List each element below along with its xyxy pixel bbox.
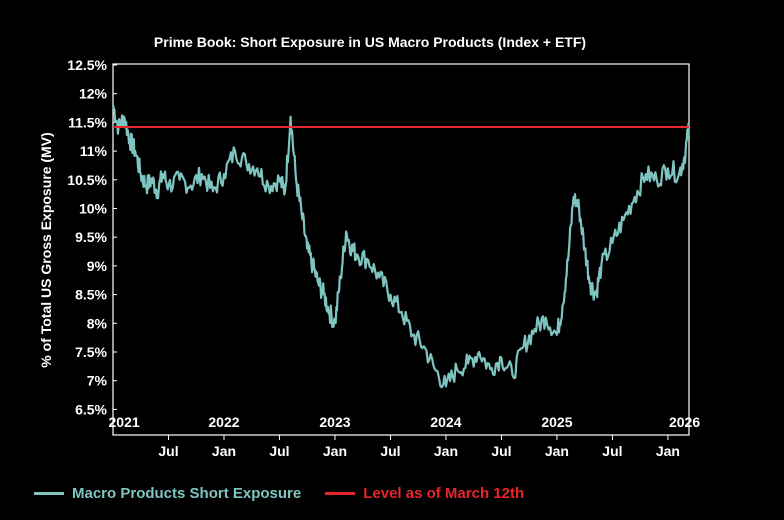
x-year-label: 2024: [430, 414, 461, 430]
plot-frame: [112, 63, 690, 436]
x-month-label: Jan: [212, 443, 236, 459]
x-month-label: Jul: [158, 443, 178, 459]
chart-title: Prime Book: Short Exposure in US Macro P…: [154, 34, 586, 50]
x-year-label: 2022: [208, 414, 239, 430]
legend-item-short-exposure: Macro Products Short Exposure: [34, 485, 301, 502]
y-tick-label: 8%: [87, 315, 108, 331]
y-tick-label: 9.5%: [75, 229, 107, 245]
y-tick-label: 12.5%: [67, 57, 107, 73]
y-tick-label: 10.5%: [67, 172, 107, 188]
series-line-short-exposure: [111, 104, 691, 389]
y-tick-label: 10%: [79, 201, 108, 217]
legend: Macro Products Short Exposure Level as o…: [34, 485, 524, 502]
y-tick-label: 6.5%: [75, 401, 107, 417]
x-month-label: Jan: [545, 443, 569, 459]
x-month-label: Jan: [323, 443, 347, 459]
x-month-label: Jul: [380, 443, 400, 459]
legend-swatch-short-exposure: [34, 492, 64, 495]
legend-item-level-march: Level as of March 12th: [325, 485, 524, 502]
x-month-label: Jan: [434, 443, 458, 459]
x-year-label: 2026: [669, 414, 700, 430]
plot-area: 12.5% 12% 11.5% 11% 10.5% 10% 9.5% 9% 8.5% 8% 7.5%…: [67, 57, 700, 459]
y-tick-label: 11.5%: [68, 114, 107, 130]
legend-label-level-march: Level as of March 12th: [363, 485, 525, 502]
x-month-label: Jul: [269, 443, 289, 459]
y-tick-label: 9%: [87, 258, 108, 274]
y-tick-label: 7%: [87, 373, 108, 389]
x-month-label: Jan: [656, 443, 680, 459]
y-axis-label: % of Total US Gross Exposure (MV): [38, 132, 54, 367]
y-tick-label: 11%: [80, 143, 108, 159]
y-tick-label: 7.5%: [75, 344, 107, 360]
y-tick-label: 12%: [79, 86, 108, 102]
x-month-label: Jul: [602, 443, 622, 459]
x-year-label: 2023: [319, 414, 350, 430]
x-month-label: Jul: [491, 443, 511, 459]
x-year-label: 2025: [541, 414, 572, 430]
x-year-label: 2021: [109, 414, 140, 430]
y-tick-label: 8.5%: [75, 287, 107, 303]
legend-swatch-level-march: [325, 492, 356, 495]
legend-label-short-exposure: Macro Products Short Exposure: [72, 485, 302, 502]
